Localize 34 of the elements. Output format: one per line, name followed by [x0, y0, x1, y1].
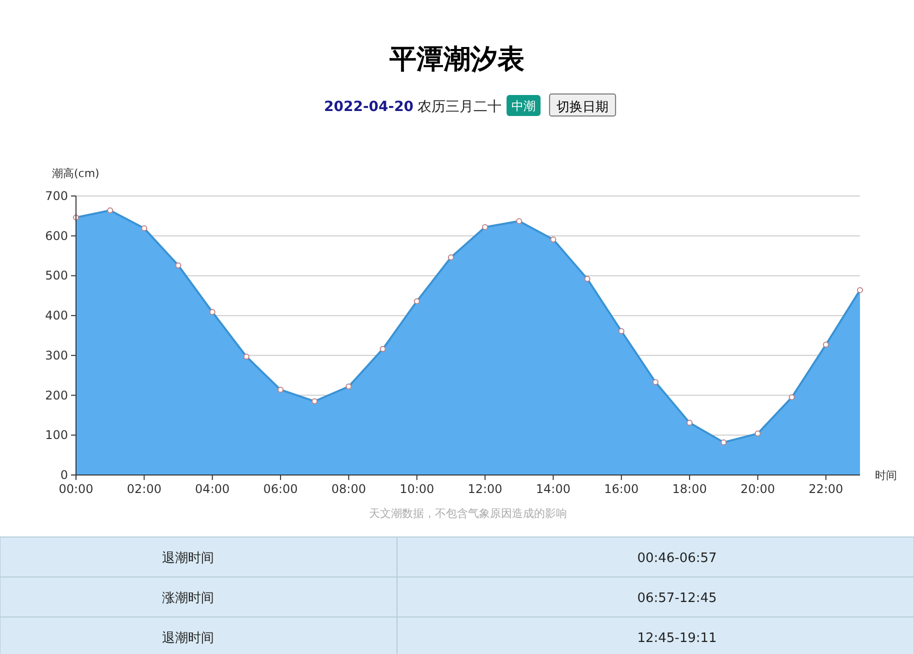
x-tick-label: 06:00 — [263, 482, 298, 496]
y-tick-label: 700 — [45, 189, 68, 203]
x-tick-label: 20:00 — [740, 482, 776, 496]
y-tick-label: 600 — [45, 228, 68, 243]
x-tick-label: 10:00 — [400, 482, 434, 496]
text: 2022-04-20 — [324, 99, 414, 115]
x-axis-title: 时间 — [875, 469, 897, 482]
x-tick-label: 00:00 — [58, 482, 94, 496]
text: 农历三月二十 — [418, 99, 502, 115]
text: 退潮时间 — [162, 551, 214, 566]
y-tick-label: 400 — [45, 308, 68, 323]
chart-title: 平潭潮汐表 — [388, 44, 524, 75]
x-tick-label: 12:00 — [468, 482, 502, 496]
y-axis-title: 潮高(cm) — [52, 167, 100, 180]
y-tick-label: 0 — [60, 468, 68, 482]
text: 12:45-19:11 — [637, 631, 717, 646]
y-tick-label: 500 — [45, 268, 68, 283]
x-tick-label: 04:00 — [195, 482, 230, 496]
text: 涨潮时间 — [162, 591, 214, 606]
y-tick-label: 200 — [45, 388, 68, 402]
y-tick-label: 100 — [45, 428, 68, 442]
x-tick-label: 02:00 — [126, 482, 162, 496]
text: 切换日期 — [556, 100, 609, 115]
x-tick-label: 18:00 — [672, 482, 707, 496]
text: 00:46-06:57 — [637, 551, 717, 566]
text: 天文潮数据，不包含气象原因造成的影响 — [369, 507, 567, 520]
x-tick-label: 16:00 — [604, 482, 639, 496]
text: 退潮时间 — [162, 631, 214, 646]
x-tick-label: 14:00 — [536, 482, 571, 496]
text: 中潮 — [512, 99, 536, 113]
x-tick-label: 22:00 — [808, 482, 844, 496]
x-tick-label: 08:00 — [331, 482, 366, 496]
y-tick-label: 300 — [45, 348, 68, 362]
text: 06:57-12:45 — [637, 591, 717, 606]
